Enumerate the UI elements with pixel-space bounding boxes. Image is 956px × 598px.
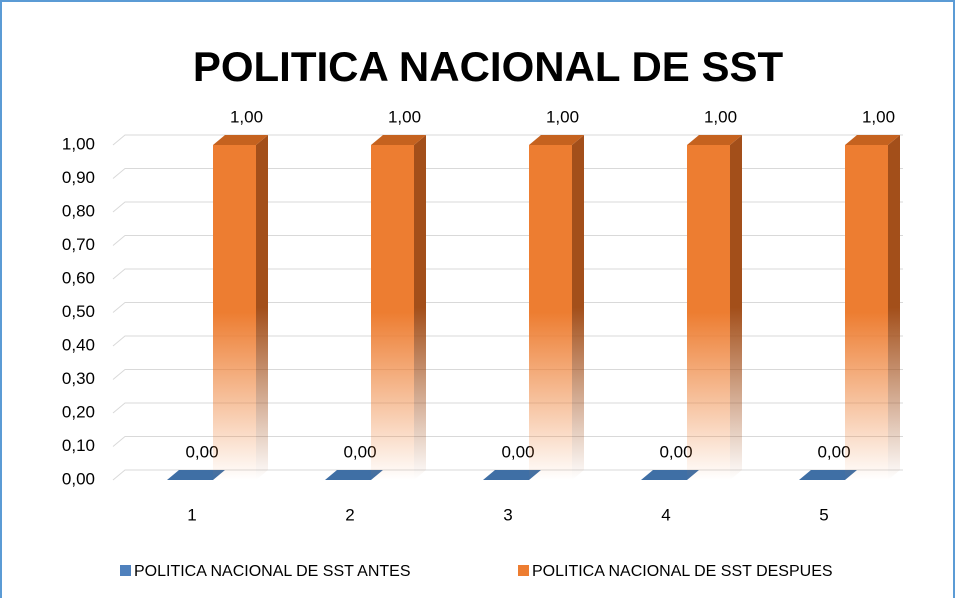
- x-tick-label: 5: [819, 505, 828, 524]
- bar-top: [845, 135, 900, 145]
- value-label: 1,00: [862, 107, 895, 126]
- bar-top: [529, 135, 584, 145]
- y-tick-label: 1,00: [62, 134, 95, 153]
- bar-side: [256, 135, 268, 480]
- bar-top: [325, 470, 383, 480]
- x-tick-label: 4: [661, 505, 670, 524]
- bar: [799, 470, 857, 480]
- y-tick-label: 0,00: [62, 469, 95, 488]
- bar: [641, 470, 699, 480]
- x-tick-label: 1: [187, 505, 196, 524]
- grid-line: [112, 436, 903, 447]
- bar-front: [529, 145, 572, 480]
- bar: [483, 470, 541, 480]
- bar-top: [799, 470, 857, 480]
- value-label: 1,00: [388, 107, 421, 126]
- bar: [371, 135, 426, 480]
- grid-line: [112, 168, 903, 179]
- grid-line: [112, 335, 903, 347]
- legend-swatch: [120, 565, 131, 576]
- bar-front: [845, 145, 888, 480]
- y-tick-label: 0,90: [62, 168, 95, 187]
- bar-top: [483, 470, 541, 480]
- bar: [687, 135, 742, 480]
- bar-top: [213, 135, 268, 145]
- grid-line: [112, 402, 903, 414]
- legend-swatch: [518, 565, 529, 576]
- grid-line: [112, 134, 903, 146]
- grid-line: [112, 201, 903, 213]
- bar-front: [687, 145, 730, 480]
- grid-line: [112, 469, 903, 481]
- value-label: 0,00: [501, 442, 534, 461]
- bar: [529, 135, 584, 480]
- value-label: 1,00: [230, 107, 263, 126]
- legend-label: POLITICA NACIONAL DE SST DESPUES: [532, 563, 833, 580]
- value-label: 1,00: [546, 107, 579, 126]
- bar-front: [213, 145, 256, 480]
- y-tick-label: 0,70: [62, 235, 95, 254]
- bar: [167, 470, 225, 480]
- value-label: 0,00: [817, 442, 850, 461]
- bar-top: [167, 470, 225, 480]
- y-tick-label: 0,40: [62, 335, 95, 354]
- bar-side: [888, 135, 900, 480]
- value-label: 0,00: [659, 442, 692, 461]
- y-tick-label: 0,30: [62, 369, 95, 388]
- grid-line: [112, 302, 903, 313]
- bar: [213, 135, 268, 480]
- value-label: 0,00: [343, 442, 376, 461]
- bar-top: [371, 135, 426, 145]
- y-tick-label: 0,10: [62, 436, 95, 455]
- x-tick-label: 3: [503, 505, 512, 524]
- bar-side: [414, 135, 426, 480]
- bar-front: [371, 145, 414, 480]
- y-tick-label: 0,20: [62, 402, 95, 421]
- value-label: 0,00: [185, 442, 218, 461]
- bar-side: [572, 135, 584, 480]
- y-tick-label: 0,60: [62, 268, 95, 287]
- legend-label: POLITICA NACIONAL DE SST ANTES: [134, 563, 411, 580]
- y-tick-label: 0,50: [62, 302, 95, 321]
- bar-top: [641, 470, 699, 480]
- bar: [325, 470, 383, 480]
- grid-line: [112, 235, 903, 246]
- grid-line: [112, 268, 903, 280]
- bar: [845, 135, 900, 480]
- value-label: 1,00: [704, 107, 737, 126]
- y-tick-label: 0,80: [62, 201, 95, 220]
- bar-side: [730, 135, 742, 480]
- grid-line: [112, 369, 903, 380]
- x-tick-label: 2: [345, 505, 354, 524]
- chart-title: POLITICA NACIONAL DE SST: [193, 43, 784, 90]
- bar-top: [687, 135, 742, 145]
